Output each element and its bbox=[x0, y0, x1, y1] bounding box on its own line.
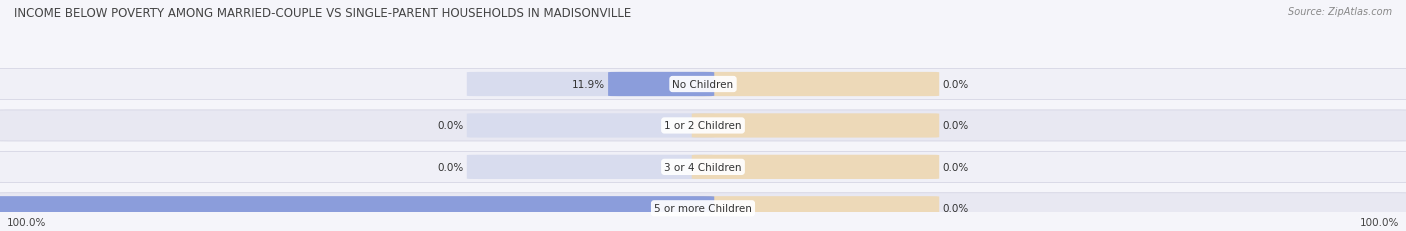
FancyBboxPatch shape bbox=[0, 152, 1406, 183]
FancyBboxPatch shape bbox=[0, 110, 1406, 141]
Text: 0.0%: 0.0% bbox=[942, 162, 969, 172]
Text: INCOME BELOW POVERTY AMONG MARRIED-COUPLE VS SINGLE-PARENT HOUSEHOLDS IN MADISON: INCOME BELOW POVERTY AMONG MARRIED-COUPL… bbox=[14, 7, 631, 20]
FancyBboxPatch shape bbox=[467, 114, 714, 138]
FancyBboxPatch shape bbox=[609, 73, 714, 97]
Text: 0.0%: 0.0% bbox=[437, 121, 464, 131]
Text: 11.9%: 11.9% bbox=[572, 80, 606, 90]
FancyBboxPatch shape bbox=[0, 193, 1406, 224]
FancyBboxPatch shape bbox=[692, 114, 939, 138]
Text: 0.0%: 0.0% bbox=[437, 162, 464, 172]
Text: 5 or more Children: 5 or more Children bbox=[654, 204, 752, 213]
FancyBboxPatch shape bbox=[0, 69, 1406, 100]
FancyBboxPatch shape bbox=[692, 196, 939, 220]
FancyBboxPatch shape bbox=[467, 196, 714, 220]
FancyBboxPatch shape bbox=[692, 155, 939, 179]
FancyBboxPatch shape bbox=[0, 196, 714, 220]
Text: 0.0%: 0.0% bbox=[942, 121, 969, 131]
Text: 0.0%: 0.0% bbox=[942, 80, 969, 90]
Text: No Children: No Children bbox=[672, 80, 734, 90]
Text: 100.0%: 100.0% bbox=[7, 217, 46, 227]
FancyBboxPatch shape bbox=[692, 73, 939, 97]
FancyBboxPatch shape bbox=[467, 73, 714, 97]
Text: 100.0%: 100.0% bbox=[1360, 217, 1399, 227]
FancyBboxPatch shape bbox=[467, 155, 714, 179]
Text: 1 or 2 Children: 1 or 2 Children bbox=[664, 121, 742, 131]
Text: 0.0%: 0.0% bbox=[942, 204, 969, 213]
Text: Source: ZipAtlas.com: Source: ZipAtlas.com bbox=[1288, 7, 1392, 17]
Text: 3 or 4 Children: 3 or 4 Children bbox=[664, 162, 742, 172]
